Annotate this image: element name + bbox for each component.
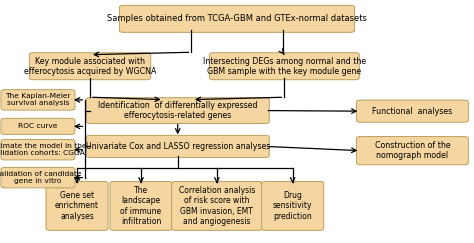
- Text: Correlation analysis
of risk score with
GBM invasion, EMT
and angiogenesis: Correlation analysis of risk score with …: [179, 186, 255, 226]
- Text: Samples obtained from TCGA-GBM and GTEx-normal datasets: Samples obtained from TCGA-GBM and GTEx-…: [107, 14, 367, 23]
- Text: Key module associated with
efferocytosis acquired by WGCNA: Key module associated with efferocytosis…: [24, 57, 156, 76]
- FancyBboxPatch shape: [29, 53, 151, 80]
- Text: The
landscape
of immune
infiltration: The landscape of immune infiltration: [120, 186, 162, 226]
- Text: Functional  analyses: Functional analyses: [372, 107, 453, 116]
- FancyBboxPatch shape: [86, 135, 269, 157]
- FancyBboxPatch shape: [110, 182, 172, 230]
- FancyBboxPatch shape: [1, 139, 75, 160]
- Text: Gene set
enrichment
analyses: Gene set enrichment analyses: [55, 191, 99, 221]
- FancyBboxPatch shape: [1, 90, 75, 110]
- FancyBboxPatch shape: [356, 100, 468, 122]
- FancyBboxPatch shape: [172, 182, 262, 230]
- Text: ROC curve: ROC curve: [18, 123, 58, 129]
- FancyBboxPatch shape: [119, 5, 355, 32]
- Text: Identification  of differentially expressed
efferocytosis-related genes: Identification of differentially express…: [98, 101, 257, 120]
- Text: Estimate the model in the
validation cohorts: CGGA: Estimate the model in the validation coh…: [0, 143, 87, 156]
- FancyBboxPatch shape: [1, 118, 75, 134]
- Text: Construction of the
nomograph model: Construction of the nomograph model: [374, 141, 450, 160]
- Text: The Kaplan-Meier
survival analysis: The Kaplan-Meier survival analysis: [5, 93, 71, 106]
- FancyBboxPatch shape: [86, 98, 269, 123]
- FancyBboxPatch shape: [46, 182, 108, 230]
- FancyBboxPatch shape: [1, 167, 75, 188]
- Text: Univariate Cox and LASSO regression analyses: Univariate Cox and LASSO regression anal…: [86, 142, 270, 151]
- FancyBboxPatch shape: [210, 53, 359, 80]
- FancyBboxPatch shape: [262, 182, 324, 230]
- Text: Intersecting DEGs among normal and the
GBM sample with the key module gene: Intersecting DEGs among normal and the G…: [203, 57, 366, 76]
- Text: Validation of candidate
gene in vitro: Validation of candidate gene in vitro: [0, 171, 81, 184]
- FancyBboxPatch shape: [356, 137, 468, 165]
- Text: Drug
sensitivity
prediction: Drug sensitivity prediction: [273, 191, 312, 221]
